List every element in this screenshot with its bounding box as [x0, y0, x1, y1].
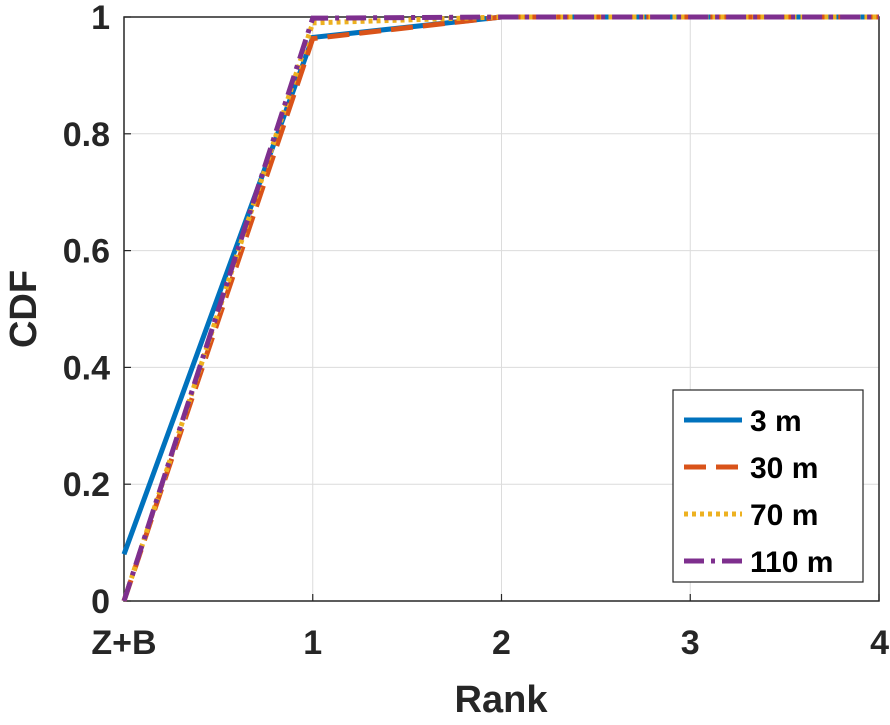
y-tick-label: 1: [91, 0, 110, 37]
y-tick-label: 0: [91, 583, 110, 621]
legend-label: 70 m: [750, 499, 818, 532]
x-tick-label: 4: [870, 624, 889, 662]
x-tick-labels: Z+B 1 2 3 4: [91, 594, 889, 662]
y-axis-label: CDF: [3, 270, 45, 348]
y-tick-label: 0.8: [63, 116, 110, 154]
legend-label: 3 m: [750, 405, 802, 438]
legend: 3 m 30 m 70 m 110 m: [672, 389, 864, 583]
y-tick-labels: 0 0.2 0.4 0.6 0.8 1: [63, 0, 131, 621]
y-tick-label: 0.4: [63, 349, 110, 387]
x-tick-label: 1: [303, 624, 322, 662]
x-tick-label: Z+B: [91, 624, 156, 662]
series-lines: [121, 14, 879, 602]
series-line: [121, 14, 879, 602]
x-axis-label: Rank: [455, 679, 549, 721]
legend-label: 110 m: [750, 546, 833, 579]
x-tick-label: 2: [492, 624, 511, 662]
legend-label: 30 m: [750, 452, 818, 485]
x-tick-label: 3: [681, 624, 700, 662]
y-tick-label: 0.6: [63, 233, 110, 271]
y-tick-label: 0.2: [63, 466, 110, 504]
